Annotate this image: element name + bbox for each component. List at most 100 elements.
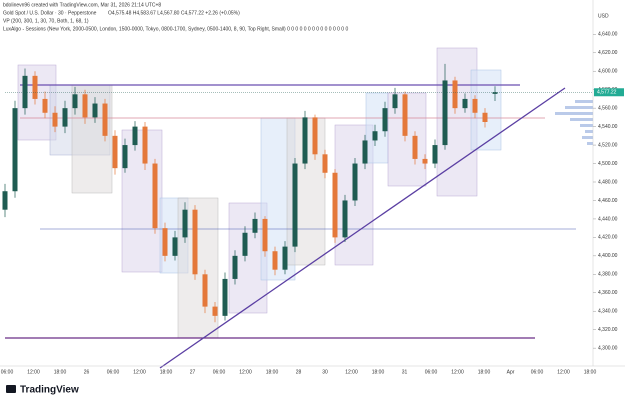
y-tick-label: 4,380.00 bbox=[598, 272, 618, 278]
x-tick-label: 28 bbox=[296, 369, 302, 375]
candle-body bbox=[362, 140, 368, 164]
candle-body bbox=[262, 218, 268, 252]
candle-body bbox=[22, 75, 28, 109]
candle-body bbox=[422, 158, 428, 164]
candle-body bbox=[152, 163, 158, 229]
x-tick-label: 18:00 bbox=[478, 369, 491, 375]
x-tick-label: 18:00 bbox=[372, 369, 385, 375]
brand: TradingView bbox=[20, 385, 79, 396]
y-tick-label: 4,500.00 bbox=[598, 161, 618, 167]
candle-body bbox=[392, 94, 398, 109]
candle-body bbox=[212, 306, 218, 316]
y-tick-label: 4,400.00 bbox=[598, 253, 618, 259]
currency: USD bbox=[598, 13, 609, 19]
candle-body bbox=[272, 251, 278, 270]
candle-body bbox=[432, 145, 438, 164]
y-tick-label: 4,300.00 bbox=[598, 345, 618, 351]
attribution: bdolinevn96 created with TradingView.com… bbox=[3, 2, 161, 8]
x-tick-label: 06:00 bbox=[107, 369, 120, 375]
candle-body bbox=[62, 108, 68, 127]
chart-title: Gold Spot / U.S. Dollar · 30 · Peppersto… bbox=[3, 10, 97, 16]
x-tick-label: 30 bbox=[322, 369, 328, 375]
candle-body bbox=[42, 98, 48, 113]
candle-body bbox=[312, 117, 318, 155]
candle-body bbox=[12, 108, 18, 192]
x-tick-label: 06:00 bbox=[531, 369, 544, 375]
indicator: VP (200, 300, 1, 30, 70, Both, 1, 68, 1) bbox=[3, 18, 89, 24]
y-tick-label: 4,420.00 bbox=[598, 235, 618, 241]
x-tick-label: 06:00 bbox=[425, 369, 438, 375]
volume-profile bbox=[555, 100, 593, 145]
candle-body bbox=[182, 209, 188, 238]
candle-body bbox=[372, 131, 378, 141]
x-tick-label: 12:00 bbox=[239, 369, 252, 375]
candle-body bbox=[382, 108, 388, 132]
candle-body bbox=[242, 232, 248, 256]
candle-body bbox=[2, 191, 8, 210]
indicator: LuxAlgo - Sessions (New York, 2000-0500,… bbox=[3, 26, 348, 32]
candle-body bbox=[112, 135, 118, 169]
x-tick-label: 06:00 bbox=[213, 369, 226, 375]
x-tick-label: 06:00 bbox=[1, 369, 14, 375]
x-tick-label: 12:00 bbox=[133, 369, 146, 375]
x-tick-label: 18:00 bbox=[584, 369, 597, 375]
y-tick-label: 4,520.00 bbox=[598, 142, 618, 148]
candle-body bbox=[192, 209, 198, 275]
candle-body bbox=[402, 94, 408, 136]
candle-body bbox=[172, 237, 178, 256]
candle-body bbox=[132, 126, 138, 146]
y-tick-label: 4,440.00 bbox=[598, 216, 618, 222]
candle-body bbox=[472, 98, 478, 113]
y-tick-label: 4,600.00 bbox=[598, 69, 618, 75]
candle-body bbox=[52, 112, 58, 127]
x-tick-label: 12:00 bbox=[27, 369, 40, 375]
candle-body bbox=[82, 94, 88, 118]
candle-body bbox=[32, 75, 38, 99]
candle-body bbox=[442, 80, 448, 146]
candle-body bbox=[222, 278, 228, 316]
brand-logo bbox=[6, 385, 16, 393]
candle-body bbox=[462, 98, 468, 109]
candle-body bbox=[252, 218, 258, 233]
candle-body bbox=[412, 135, 418, 159]
y-tick-label: 4,560.00 bbox=[598, 105, 618, 111]
candle-body bbox=[292, 163, 298, 247]
x-tick-label: 18:00 bbox=[160, 369, 173, 375]
candle-body bbox=[202, 274, 208, 307]
y-tick-label: 4,540.00 bbox=[598, 124, 618, 130]
last-price-label: 4,577.22 bbox=[597, 90, 617, 96]
x-tick-label: 12:00 bbox=[345, 369, 358, 375]
y-tick-label: 4,360.00 bbox=[598, 290, 618, 296]
candle-body bbox=[92, 103, 98, 118]
candle-body bbox=[352, 163, 358, 201]
y-tick-label: 4,340.00 bbox=[598, 309, 618, 315]
candle-body bbox=[102, 103, 108, 136]
footer bbox=[0, 378, 625, 402]
x-tick-label: 18:00 bbox=[266, 369, 279, 375]
candle-body bbox=[492, 92, 498, 94]
candle-body bbox=[302, 117, 308, 164]
y-tick-label: 4,480.00 bbox=[598, 179, 618, 185]
candle-body bbox=[332, 172, 338, 238]
ohlc-text: O4,575.48 H4,583.67 L4,567.80 C4,577.22 … bbox=[108, 10, 240, 16]
x-tick-label: 12:00 bbox=[451, 369, 464, 375]
candle-body bbox=[342, 200, 348, 238]
candle-body bbox=[452, 80, 458, 109]
y-tick-label: 4,320.00 bbox=[598, 327, 618, 333]
y-tick-label: 4,460.00 bbox=[598, 198, 618, 204]
x-tick-label: 27 bbox=[190, 369, 196, 375]
candle-body bbox=[482, 112, 488, 122]
x-tick-label: 18:00 bbox=[54, 369, 67, 375]
x-tick-label: 26 bbox=[84, 369, 90, 375]
candle-body bbox=[322, 154, 328, 173]
candle-body bbox=[232, 255, 238, 279]
y-tick-label: 4,620.00 bbox=[598, 50, 618, 56]
candle-body bbox=[122, 145, 128, 169]
candle-body bbox=[162, 228, 168, 256]
x-tick-label: Apr bbox=[507, 369, 515, 375]
y-tick-label: 4,640.00 bbox=[598, 32, 618, 38]
last-price-box bbox=[594, 88, 624, 97]
candle-body bbox=[72, 94, 78, 109]
candle-body bbox=[282, 246, 288, 270]
